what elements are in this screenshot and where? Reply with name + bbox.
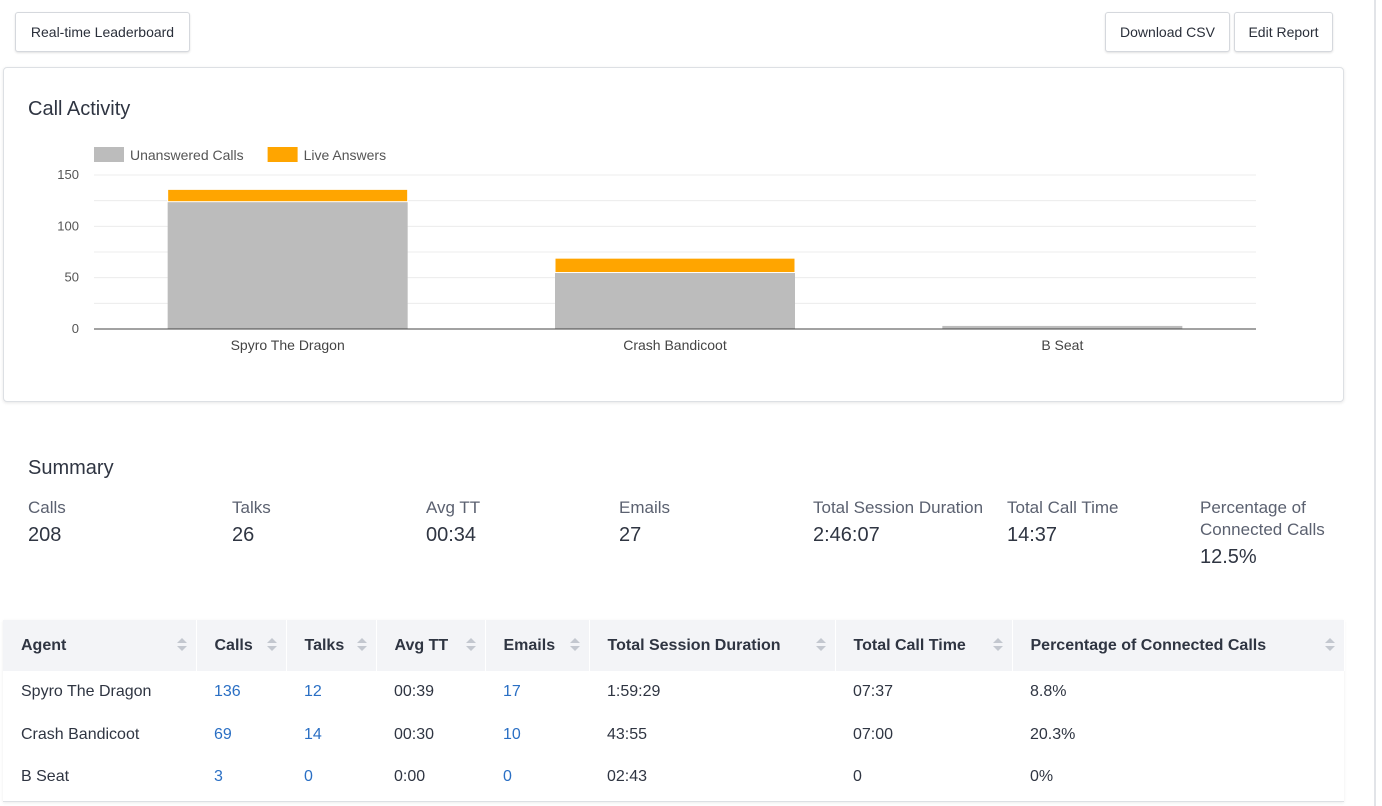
scrollbar-edge: [1374, 0, 1376, 806]
column-header-agent[interactable]: Agent: [3, 620, 197, 671]
cell-session-duration: 43:55: [607, 725, 648, 743]
stat-avg-tt: Avg TT 00:34: [426, 497, 606, 549]
y-tick-label: 0: [72, 321, 79, 336]
legend-label: Live Answers: [304, 147, 386, 163]
cell-calls-link[interactable]: 3: [214, 768, 223, 786]
y-tick-label: 50: [65, 270, 79, 285]
cell-emails-link[interactable]: 17: [503, 683, 521, 701]
cell-calls-link[interactable]: 69: [214, 725, 232, 743]
header-label: Percentage of Connected Calls: [1030, 636, 1267, 654]
table-row: Spyro The Dragon 136 12 00:39 17 1:59:29…: [3, 671, 1344, 714]
stat-total-call-time: Total Call Time 14:37: [1007, 497, 1187, 549]
header-label: Total Session Duration: [607, 636, 781, 654]
stat-label: Percentage of Connected Calls: [1200, 498, 1325, 539]
stat-label: Total Session Duration: [813, 498, 984, 517]
header-label: Talks: [304, 636, 345, 654]
stat-value: 208: [28, 524, 62, 546]
x-tick-label: B Seat: [1041, 337, 1083, 353]
header-label: Calls: [214, 636, 253, 654]
y-tick-label: 150: [57, 167, 79, 182]
stat-total-session-duration: Total Session Duration 2:46:07: [813, 497, 998, 549]
table-row: B Seat 3 0 0:00 0 02:43 0 0%: [3, 756, 1344, 799]
call-activity-card: Call Activity 0 50 100 150 Spyro The Dragon C…: [3, 67, 1344, 402]
column-header-emails[interactable]: Emails: [485, 620, 590, 671]
cell-emails-link[interactable]: 0: [503, 768, 512, 786]
stat-value: 12.5%: [1200, 546, 1257, 568]
cell-percentage: 8.8%: [1030, 683, 1067, 701]
stat-value: 2:46:07: [813, 524, 880, 546]
table-row: Crash Bandicoot 69 14 00:30 10 43:55 07:…: [3, 714, 1344, 757]
sort-icon[interactable]: [815, 638, 826, 652]
cell-percentage: 0%: [1030, 768, 1054, 786]
sort-icon[interactable]: [569, 638, 580, 652]
legend-swatch: [267, 147, 298, 162]
column-header-talks[interactable]: Talks: [286, 620, 377, 671]
cell-avg-tt: 00:39: [394, 683, 435, 701]
stat-emails: Emails 27: [619, 497, 799, 549]
cell-call-time: 0: [853, 768, 862, 786]
legend-label: Unanswered Calls: [130, 147, 244, 163]
cell-talks-link[interactable]: 12: [304, 683, 322, 701]
sort-icon[interactable]: [176, 638, 187, 652]
column-header-percentage-connected[interactable]: Percentage of Connected Calls: [1012, 620, 1345, 671]
stat-value: 00:34: [426, 524, 477, 546]
cell-agent: B Seat: [21, 768, 70, 786]
agent-table: Agent Calls Talks Avg TT Emails Total Se…: [3, 620, 1345, 802]
stat-talks: Talks 26: [232, 497, 412, 549]
cell-calls-link[interactable]: 136: [214, 683, 241, 701]
cell-talks-link[interactable]: 14: [304, 725, 322, 743]
bar-live-answers: [554, 257, 796, 274]
stat-label: Calls: [28, 498, 66, 517]
stat-value: 26: [232, 524, 255, 546]
realtime-leaderboard-button[interactable]: Real-time Leaderboard: [15, 12, 190, 52]
cell-agent: Crash Bandicoot: [21, 725, 140, 743]
bar-live-answers: [167, 188, 409, 203]
cell-percentage: 20.3%: [1030, 725, 1076, 743]
x-tick-label: Crash Bandicoot: [623, 337, 727, 353]
cell-avg-tt: 0:00: [394, 768, 426, 786]
y-tick-label: 100: [57, 218, 79, 233]
bar-unanswered-calls: [942, 325, 1183, 329]
column-header-avg-tt[interactable]: Avg TT: [376, 620, 486, 671]
column-header-total-call-time[interactable]: Total Call Time: [835, 620, 1013, 671]
x-tick-label: Spyro The Dragon: [231, 337, 345, 353]
column-header-total-session-duration[interactable]: Total Session Duration: [589, 620, 836, 671]
summary-title: Summary: [28, 457, 114, 479]
cell-agent: Spyro The Dragon: [21, 683, 152, 701]
cell-call-time: 07:00: [853, 725, 894, 743]
sort-icon[interactable]: [356, 638, 367, 652]
legend-swatch: [94, 147, 124, 162]
stat-label: Talks: [232, 498, 271, 517]
table-header-row: Agent Calls Talks Avg TT Emails Total Se…: [3, 620, 1345, 671]
cell-session-duration: 02:43: [607, 768, 648, 786]
stat-label: Emails: [619, 498, 671, 517]
stat-label: Avg TT: [426, 498, 481, 517]
header-label: Agent: [21, 636, 67, 654]
call-activity-title: Call Activity: [28, 98, 131, 120]
cell-call-time: 07:37: [853, 683, 894, 701]
header-label: Emails: [503, 636, 556, 654]
cell-avg-tt: 00:30: [394, 725, 435, 743]
call-activity-chart: 0 50 100 150 Spyro The Dragon Crash Bandicoot…: [57, 147, 1256, 353]
edit-report-button[interactable]: Edit Report: [1234, 12, 1333, 52]
sort-icon[interactable]: [465, 638, 476, 652]
stat-calls: Calls 208: [28, 497, 208, 549]
cell-emails-link[interactable]: 10: [503, 725, 521, 743]
sort-icon[interactable]: [992, 638, 1003, 652]
sort-icon[interactable]: [1324, 638, 1335, 652]
download-csv-button[interactable]: Download CSV: [1105, 12, 1230, 52]
header-label: Total Call Time: [853, 636, 966, 654]
stat-value: 14:37: [1007, 524, 1058, 546]
header-label: Avg TT: [394, 636, 449, 654]
bar-unanswered-calls: [555, 272, 795, 329]
stat-percentage-connected: Percentage of Connected Calls 12.5%: [1200, 497, 1325, 571]
cell-session-duration: 1:59:29: [607, 683, 661, 701]
bar-unanswered-calls: [167, 201, 408, 329]
column-header-calls[interactable]: Calls: [196, 620, 287, 671]
sort-icon[interactable]: [266, 638, 277, 652]
cell-talks-link[interactable]: 0: [304, 768, 313, 786]
stat-label: Total Call Time: [1007, 498, 1119, 517]
stat-value: 27: [619, 524, 642, 546]
